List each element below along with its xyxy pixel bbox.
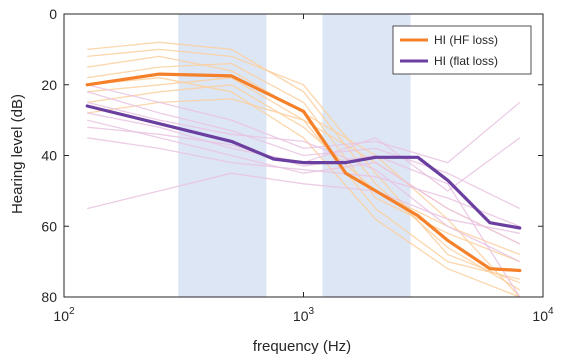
y-axis-label: Hearing level (dB) [9, 94, 26, 214]
individual-line-12 [87, 172, 520, 234]
series-line-1 [85, 104, 522, 230]
shaded-band-0 [178, 14, 267, 297]
legend-box [392, 25, 532, 75]
individual-line-9 [87, 91, 521, 210]
individual-line-15 [87, 126, 521, 298]
y-tick-label: 20 [41, 77, 57, 93]
individual-audiograms [87, 41, 521, 298]
individual-line-6 [87, 77, 521, 298]
x-tick-label: 103 [293, 306, 315, 324]
individual-line-1 [87, 62, 521, 263]
individual-line-2 [87, 77, 520, 280]
individual-line-11 [87, 84, 521, 164]
individual-line-8 [87, 119, 521, 245]
individual-line-10 [87, 137, 521, 227]
y-tick-label: 0 [49, 6, 57, 22]
y-tick-label: 80 [41, 289, 57, 305]
x-tick-label: 102 [53, 306, 75, 324]
y-tick-label: 40 [41, 148, 57, 164]
y-tick-label: 60 [41, 218, 57, 234]
x-axis-label: frequency (Hz) [253, 338, 351, 355]
legend: HI (HF loss) HI (flat loss) [392, 25, 532, 75]
individual-line-14 [87, 101, 521, 263]
individual-line-13 [87, 112, 521, 192]
individual-line-0 [87, 41, 521, 291]
series-line-0 [85, 72, 522, 273]
legend-label-hf-loss: HI (HF loss) [434, 33, 498, 47]
legend-label-flat-loss: HI (flat loss) [434, 54, 498, 68]
individual-line-5 [87, 48, 521, 284]
series-lines [85, 72, 522, 273]
x-tick-label: 104 [532, 306, 554, 324]
